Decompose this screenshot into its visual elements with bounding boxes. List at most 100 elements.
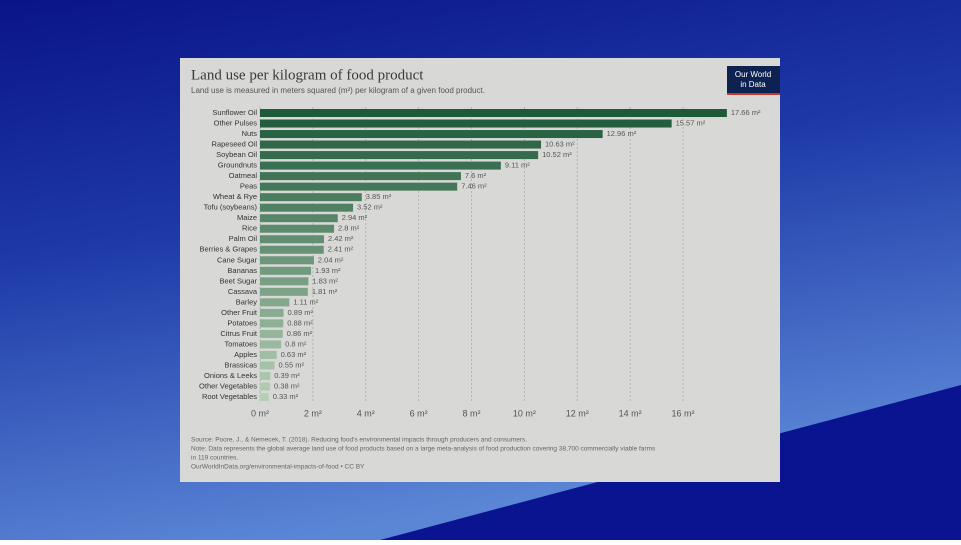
value-label: 1.81 m²	[312, 287, 338, 296]
category-label: Soybean Oil	[216, 150, 257, 159]
value-label: 7.6 m²	[465, 171, 487, 180]
category-label: Tomatoes	[224, 339, 257, 348]
category-label: Berries & Grapes	[199, 245, 257, 254]
category-label: Other Vegetables	[199, 382, 257, 391]
bar	[260, 182, 458, 191]
bar	[260, 319, 284, 328]
logo-stripe	[727, 93, 780, 95]
value-label: 0.86 m²	[287, 329, 313, 338]
category-label: Apples	[234, 350, 257, 359]
category-label: Rapeseed Oil	[212, 140, 258, 149]
category-label: Rice	[242, 224, 257, 233]
category-label: Beet Sugar	[219, 276, 257, 285]
logo-text: Our World	[735, 70, 771, 79]
logo	[727, 66, 780, 95]
category-label: Other Fruit	[221, 308, 258, 317]
category-label: Maize	[237, 213, 257, 222]
value-label: 9.11 m²	[505, 161, 530, 170]
value-label: 2.04 m²	[318, 255, 344, 264]
x-tick-label: 12 m²	[566, 408, 589, 418]
value-label: 0.55 m²	[279, 360, 305, 369]
bar	[260, 214, 338, 223]
bar	[260, 172, 461, 181]
bar	[260, 329, 283, 338]
bar	[260, 287, 308, 296]
bar	[260, 203, 354, 212]
value-label: 0.88 m²	[287, 318, 313, 327]
value-label: 17.66 m²	[731, 108, 761, 117]
bar	[260, 393, 269, 402]
bar	[260, 109, 727, 117]
bar	[260, 161, 501, 170]
x-tick-label: 0 m²	[251, 408, 269, 418]
value-label: 15.57 m²	[676, 119, 706, 128]
chart-subtitle: Land use is measured in meters squared (…	[191, 86, 485, 95]
value-label: 10.52 m²	[542, 150, 572, 159]
value-label: 3.52 m²	[357, 203, 383, 212]
x-tick-label: 14 m²	[619, 408, 642, 418]
note: Source: Poore, J., & Nemecek, T. (2018).…	[191, 437, 527, 444]
bar	[260, 256, 314, 265]
category-label: Citrus Fruit	[220, 329, 258, 338]
bar	[260, 350, 277, 359]
category-label: Barley	[236, 297, 258, 306]
bar	[260, 277, 309, 286]
category-label: Other Pulses	[214, 119, 258, 128]
bar	[260, 372, 271, 380]
x-tick-label: 10 m²	[513, 408, 536, 418]
bar	[260, 361, 275, 370]
x-tick-label: 2 m²	[304, 408, 322, 418]
value-label: 0.63 m²	[281, 350, 307, 359]
value-label: 0.89 m²	[288, 308, 314, 317]
bar	[260, 224, 335, 233]
value-label: 10.63 m²	[545, 140, 575, 149]
bar	[260, 130, 603, 139]
bar	[260, 193, 362, 202]
category-label: Sunflower Oil	[212, 108, 257, 117]
category-label: Potatoes	[227, 318, 257, 327]
value-label: 1.83 m²	[312, 276, 338, 285]
logo-text: in Data	[740, 80, 766, 89]
value-label: 0.39 m²	[274, 371, 300, 380]
x-tick-label: 6 m²	[410, 408, 428, 418]
bar	[260, 298, 290, 307]
value-label: 2.42 m²	[328, 234, 354, 243]
x-tick-label: 4 m²	[357, 408, 375, 418]
category-label: Root Vegetables	[202, 392, 257, 401]
bar	[260, 382, 271, 391]
x-tick-label: 16 m²	[671, 408, 694, 418]
bar	[260, 119, 672, 128]
category-label: Onions & Leeks	[204, 371, 257, 380]
value-label: 1.93 m²	[315, 266, 341, 275]
value-label: 0.38 m²	[274, 382, 300, 391]
category-label: Cane Sugar	[217, 255, 258, 264]
note: OurWorldInData.org/environmental-impacts…	[191, 464, 365, 471]
category-label: Nuts	[242, 129, 258, 138]
x-tick-label: 8 m²	[463, 408, 481, 418]
bar	[260, 340, 282, 349]
value-label: 3.85 m²	[366, 192, 392, 201]
value-label: 0.8 m²	[285, 339, 307, 348]
category-label: Palm Oil	[229, 234, 258, 243]
category-label: Bananas	[227, 266, 257, 275]
value-label: 2.41 m²	[328, 245, 354, 254]
bar	[260, 235, 324, 244]
value-label: 2.8 m²	[338, 224, 360, 233]
category-label: Cassava	[228, 287, 258, 296]
bar	[260, 266, 312, 275]
note: Note: Data represents the global average…	[191, 446, 656, 453]
bar	[260, 308, 284, 317]
bar	[260, 151, 539, 160]
value-label: 7.46 m²	[461, 182, 487, 191]
bar	[260, 245, 324, 254]
category-label: Tofu (soybeans)	[204, 203, 258, 212]
category-label: Peas	[240, 182, 257, 191]
category-label: Groundnuts	[218, 161, 257, 170]
value-label: 0.33 m²	[273, 392, 299, 401]
value-label: 12.96 m²	[607, 129, 637, 138]
chart-title: Land use per kilogram of food product	[191, 67, 424, 83]
value-label: 1.11 m²	[293, 297, 318, 306]
note: in 119 countries.	[191, 455, 238, 462]
